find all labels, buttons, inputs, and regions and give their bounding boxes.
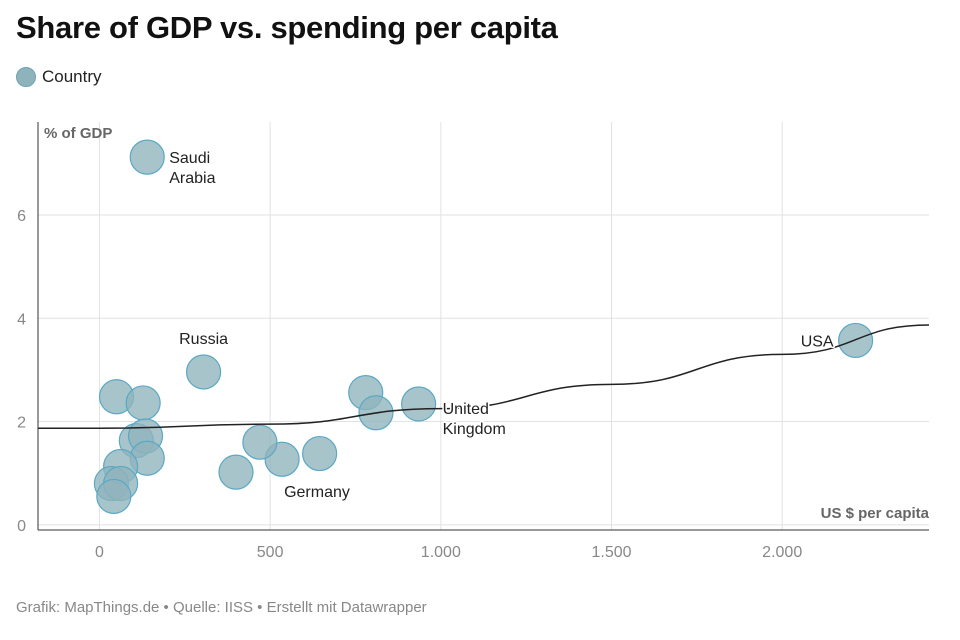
y-axis-title: % of GDP [44, 125, 112, 142]
x-tick-label-0: 0 [95, 544, 104, 561]
y-tick-label-2: 4 [17, 311, 26, 328]
point-label-0: Saudi Arabia [169, 150, 215, 187]
data-point-14 [218, 454, 254, 490]
data-point-18 [96, 478, 132, 515]
data-point-0 [129, 139, 165, 175]
legend-swatch-country [16, 67, 36, 87]
x-tick-label-2: 1.000 [421, 544, 461, 561]
y-tick-label-0: 0 [17, 518, 26, 535]
data-point-13 [302, 435, 338, 472]
data-point-12 [242, 424, 278, 460]
y-tick-label-1: 2 [17, 415, 26, 432]
point-label-2: USA [801, 333, 834, 350]
point-label-4: Germany [284, 484, 350, 501]
data-point-3 [401, 386, 437, 422]
x-tick-label-3: 1.500 [591, 544, 631, 561]
scatter-chart: 0 2 4 6 0 500 1.000 1.500 2.000 % of GDP US $ per … [17, 122, 930, 561]
data-point-6 [125, 385, 161, 421]
x-axis-title: US $ per capita [821, 505, 930, 522]
footer-credits: Grafik: MapThings.de • Quelle: IISS • Er… [16, 599, 427, 616]
point-label-3: United Kingdom [443, 401, 506, 438]
data-point-1 [185, 354, 222, 390]
x-tick-label-4: 2.000 [762, 544, 802, 561]
y-tick-label-3: 6 [17, 208, 26, 225]
legend-label-country: Country [42, 67, 102, 86]
point-label-1: Russia [179, 331, 228, 348]
chart-title: Share of GDP vs. spending per capita [16, 10, 558, 45]
legend: Country [16, 67, 102, 87]
trend-line [38, 324, 930, 430]
x-tick-label-1: 500 [257, 544, 284, 561]
